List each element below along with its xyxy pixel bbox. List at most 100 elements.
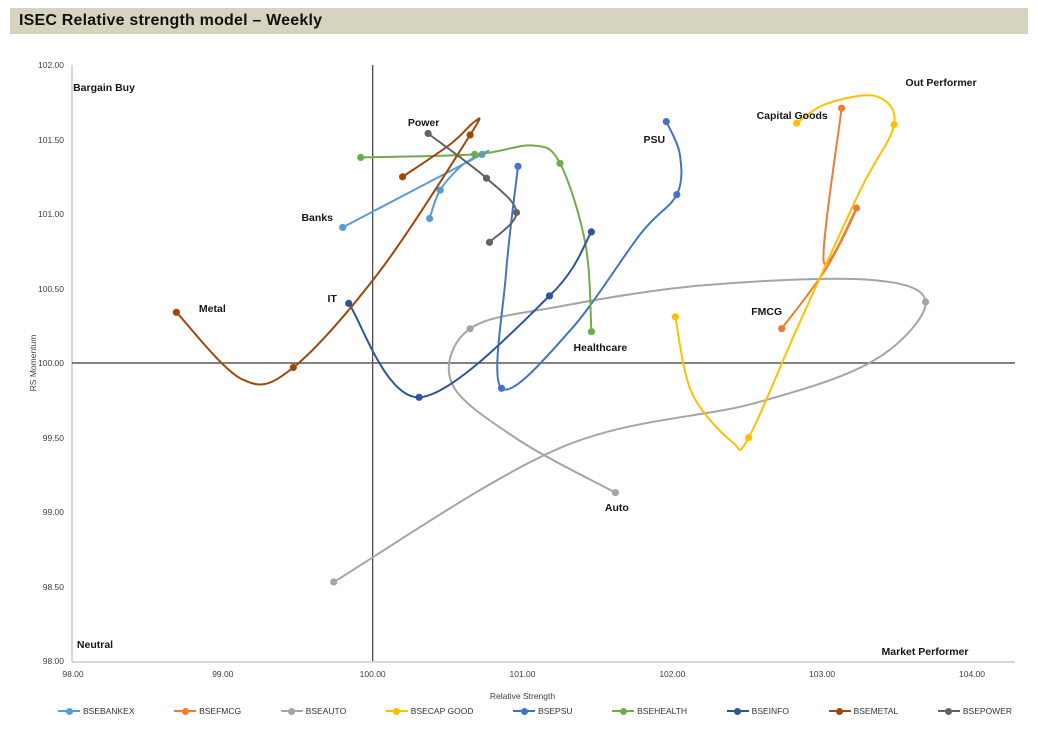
series-BSEFMCG-marker-2 <box>778 325 786 333</box>
series-BSEMETAL-marker-3 <box>172 308 180 316</box>
series-BSEFMCG-marker-0 <box>838 104 846 112</box>
legend-item-BSEPOWER: BSEPOWER <box>937 706 1012 716</box>
y-tick-101: 101.00 <box>38 209 64 219</box>
series-BSEHEALTH-marker-1 <box>471 150 479 158</box>
series-BSEPOWER-path <box>427 132 518 244</box>
y-tick-99.5: 99.50 <box>42 432 64 443</box>
series-BSECAP GOOD-marker-2 <box>890 121 898 129</box>
series-label-capital-goods: Capital Goods <box>756 109 828 122</box>
series-BSEMETAL-path <box>175 117 481 386</box>
x-axis-title: Relative Strength <box>489 691 556 701</box>
legend-label: BSEBANKEX <box>83 706 135 716</box>
legend-dot <box>181 707 189 715</box>
legend-dot <box>619 707 627 715</box>
legend-label: BSEPSU <box>538 706 573 716</box>
series-label-metal: Metal <box>198 303 226 316</box>
page-title: ISEC Relative strength model – Weekly <box>19 12 323 29</box>
legend-dot <box>393 707 401 715</box>
series-BSEAUTO-marker-0 <box>330 578 338 586</box>
series-BSEMETAL-marker-2 <box>289 363 297 372</box>
legend-item-BSECAP GOOD: BSECAP GOOD <box>385 706 474 716</box>
quadrant-label-out-performer: Out Performer <box>905 77 977 89</box>
series-BSEBANKEX-marker-3 <box>339 223 347 231</box>
legend-line-marker-icon <box>726 707 749 715</box>
legend-dot <box>520 707 528 715</box>
legend-line-marker-icon <box>58 707 80 715</box>
series-BSEPOWER-marker-1 <box>482 174 491 182</box>
legend-label: BSEINFO <box>751 706 789 716</box>
chart-canvas <box>71 65 1015 663</box>
legend-line-marker-icon <box>612 707 635 715</box>
y-tick-101.5: 101.50 <box>38 134 64 145</box>
series-BSEPOWER-marker-0 <box>424 129 432 138</box>
legend-dot <box>288 707 296 715</box>
series-BSEAUTO-marker-3 <box>611 489 620 497</box>
x-tick-103: 103.00 <box>809 669 836 679</box>
y-tick-100.5: 100.50 <box>38 283 64 294</box>
y-tick-102: 102.00 <box>38 60 64 70</box>
series-label-healthcare: Healthcare <box>573 342 628 355</box>
legend-dot <box>836 707 844 715</box>
series-BSEINFO-marker-0 <box>587 228 596 236</box>
series-BSEHEALTH-marker-2 <box>556 159 564 167</box>
series-BSEPSU-marker-1 <box>497 384 506 392</box>
quadrant-label-bargain-buy: Bargain Buy <box>73 82 135 94</box>
series-BSEBANKEX-path <box>341 149 490 229</box>
legend-line-marker-icon <box>174 707 197 715</box>
series-label-it: IT <box>327 292 337 305</box>
legend-label: BSEPOWER <box>962 706 1012 716</box>
series-BSEPSU-marker-2 <box>673 191 681 199</box>
y-tick-98.5: 98.50 <box>42 581 64 592</box>
quadrant-label-neutral: Neutral <box>76 639 114 651</box>
legend-dot <box>734 707 742 715</box>
legend-item-BSEMETAL: BSEMETAL <box>828 706 899 716</box>
legend-label: BSEMETAL <box>853 706 899 716</box>
series-BSEMETAL-marker-0 <box>399 173 407 181</box>
series-BSEAUTO-marker-1 <box>922 298 930 306</box>
legend-item-BSEAUTO: BSEAUTO <box>280 706 346 716</box>
series-BSEINFO-path <box>347 230 593 399</box>
series-BSEPOWER-marker-3 <box>485 238 494 246</box>
series-BSEHEALTH-path <box>359 144 593 333</box>
series-BSECAP GOOD-path <box>674 94 896 451</box>
legend-item-BSEPSU: BSEPSU <box>513 706 573 716</box>
series-BSECAP GOOD-marker-1 <box>745 433 753 442</box>
legend-line-marker-icon <box>828 707 851 715</box>
x-tick-102: 102.00 <box>659 669 686 679</box>
x-tick-99: 99.00 <box>212 669 234 679</box>
series-label-psu: PSU <box>643 133 666 146</box>
series-label-banks: Banks <box>301 212 333 225</box>
series-BSEHEALTH-marker-0 <box>357 153 365 161</box>
series-BSEPSU-path <box>496 120 683 391</box>
legend-label: BSEHEALTH <box>637 706 688 716</box>
series-BSEFMCG-marker-1 <box>853 204 861 212</box>
x-tick-98: 98.00 <box>62 669 84 679</box>
series-BSEMETAL-marker-1 <box>466 131 474 139</box>
series-BSEFMCG-path <box>780 107 858 330</box>
y-tick-99: 99.00 <box>42 507 64 517</box>
legend-item-BSEINFO: BSEINFO <box>726 706 789 716</box>
series-BSEINFO-marker-1 <box>545 292 554 300</box>
series-label-auto: Auto <box>604 501 629 514</box>
series-BSECAP GOOD-marker-0 <box>671 313 679 321</box>
legend-line-marker-icon <box>513 707 536 715</box>
legend-item-BSEBANKEX: BSEBANKEX <box>58 706 135 716</box>
series-BSEINFO-marker-3 <box>345 299 353 307</box>
y-tick-98: 98.00 <box>42 656 64 666</box>
series-BSEAUTO-marker-2 <box>466 325 474 333</box>
y-tick-100: 100.00 <box>38 358 64 368</box>
legend-item-BSEHEALTH: BSEHEALTH <box>612 706 687 716</box>
series-BSEPSU-marker-3 <box>662 118 670 126</box>
legend-line-marker-icon <box>937 707 960 715</box>
x-tick-101: 101.00 <box>509 669 536 679</box>
legend-line-marker-icon <box>280 707 303 715</box>
legend-item-BSEFMCG: BSEFMCG <box>174 706 241 716</box>
series-BSEINFO-marker-2 <box>415 393 423 401</box>
legend-label: BSECAP GOOD <box>410 706 474 716</box>
legend: BSEBANKEX BSEFMCG BSEAUTO BSECAP GOOD BSEPSU… <box>58 706 1012 716</box>
quadrant-label-market-performer: Market Performer <box>881 646 969 658</box>
series-BSEPSU-marker-0 <box>514 162 522 170</box>
series-BSECAP GOOD-marker-3 <box>793 119 801 127</box>
chart-area: RS Momentum Relative Strength 102.00 101.… <box>0 34 1038 733</box>
series-label-power: Power <box>407 117 440 130</box>
